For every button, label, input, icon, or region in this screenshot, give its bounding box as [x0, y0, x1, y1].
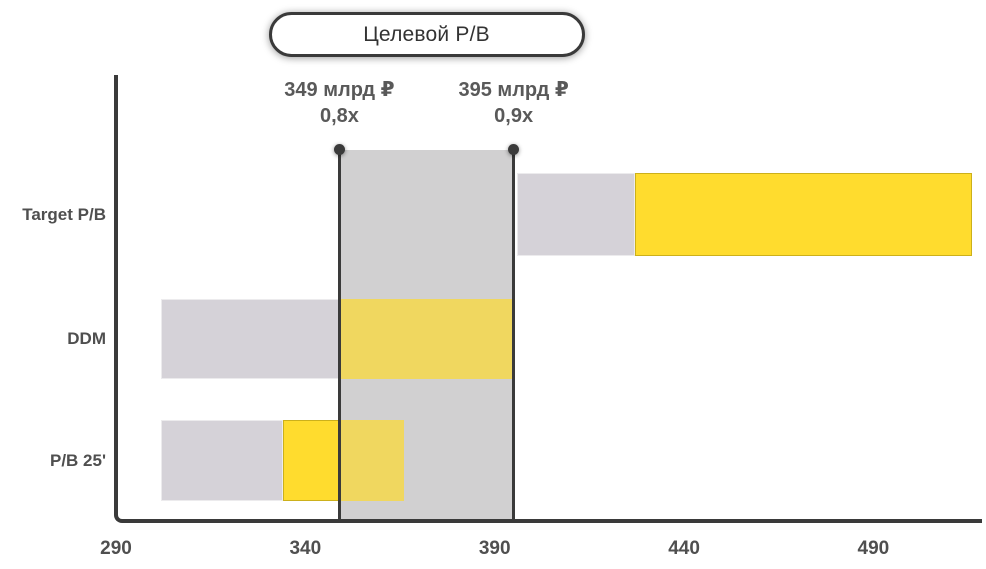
- band-annotation-high: 395 млрд ₽ 0,9x: [404, 77, 624, 130]
- x-tick-label: 490: [857, 538, 890, 559]
- band-high-value-label: 395 млрд ₽: [458, 79, 569, 101]
- x-tick-label: 440: [668, 538, 700, 559]
- band-marker-dot-low: [333, 143, 345, 155]
- bar-segment-yellow: [634, 173, 972, 256]
- chart-title: Целевой P/B: [363, 22, 490, 46]
- bar-segment-bar_gray: [161, 299, 340, 379]
- band-edge-line-high: [512, 153, 516, 523]
- band-annotation-low: 349 млрд ₽ 0,8x: [229, 77, 449, 130]
- y-axis-label-ddm: DDM: [67, 329, 106, 348]
- bar-segment-yellow: [282, 420, 340, 501]
- bar-segment-yellow_muted: [339, 420, 404, 501]
- bar-segment-bar_gray: [161, 420, 283, 501]
- band-low-value-label: 349 млрд ₽: [284, 79, 395, 101]
- x-tick-label: 390: [478, 538, 511, 559]
- x-tick-label: 290: [100, 538, 132, 559]
- bar-segment-yellow_muted: [339, 299, 514, 379]
- band-high-multiple-label: 0,9x: [494, 105, 534, 127]
- y-axis-label-target-pb: Target P/B: [22, 204, 106, 224]
- band-low-multiple-label: 0,8x: [319, 105, 359, 127]
- bar-segment-bar_gray: [517, 173, 635, 256]
- band-connector-line: [344, 147, 509, 150]
- y-axis-label-pb25: P/B 25': [49, 450, 106, 470]
- chart-title-pill: Целевой P/B: [268, 12, 585, 57]
- band-edge-line-low: [337, 153, 341, 523]
- band-marker-dot-high: [508, 143, 520, 155]
- x-tick-label: 340: [289, 538, 322, 559]
